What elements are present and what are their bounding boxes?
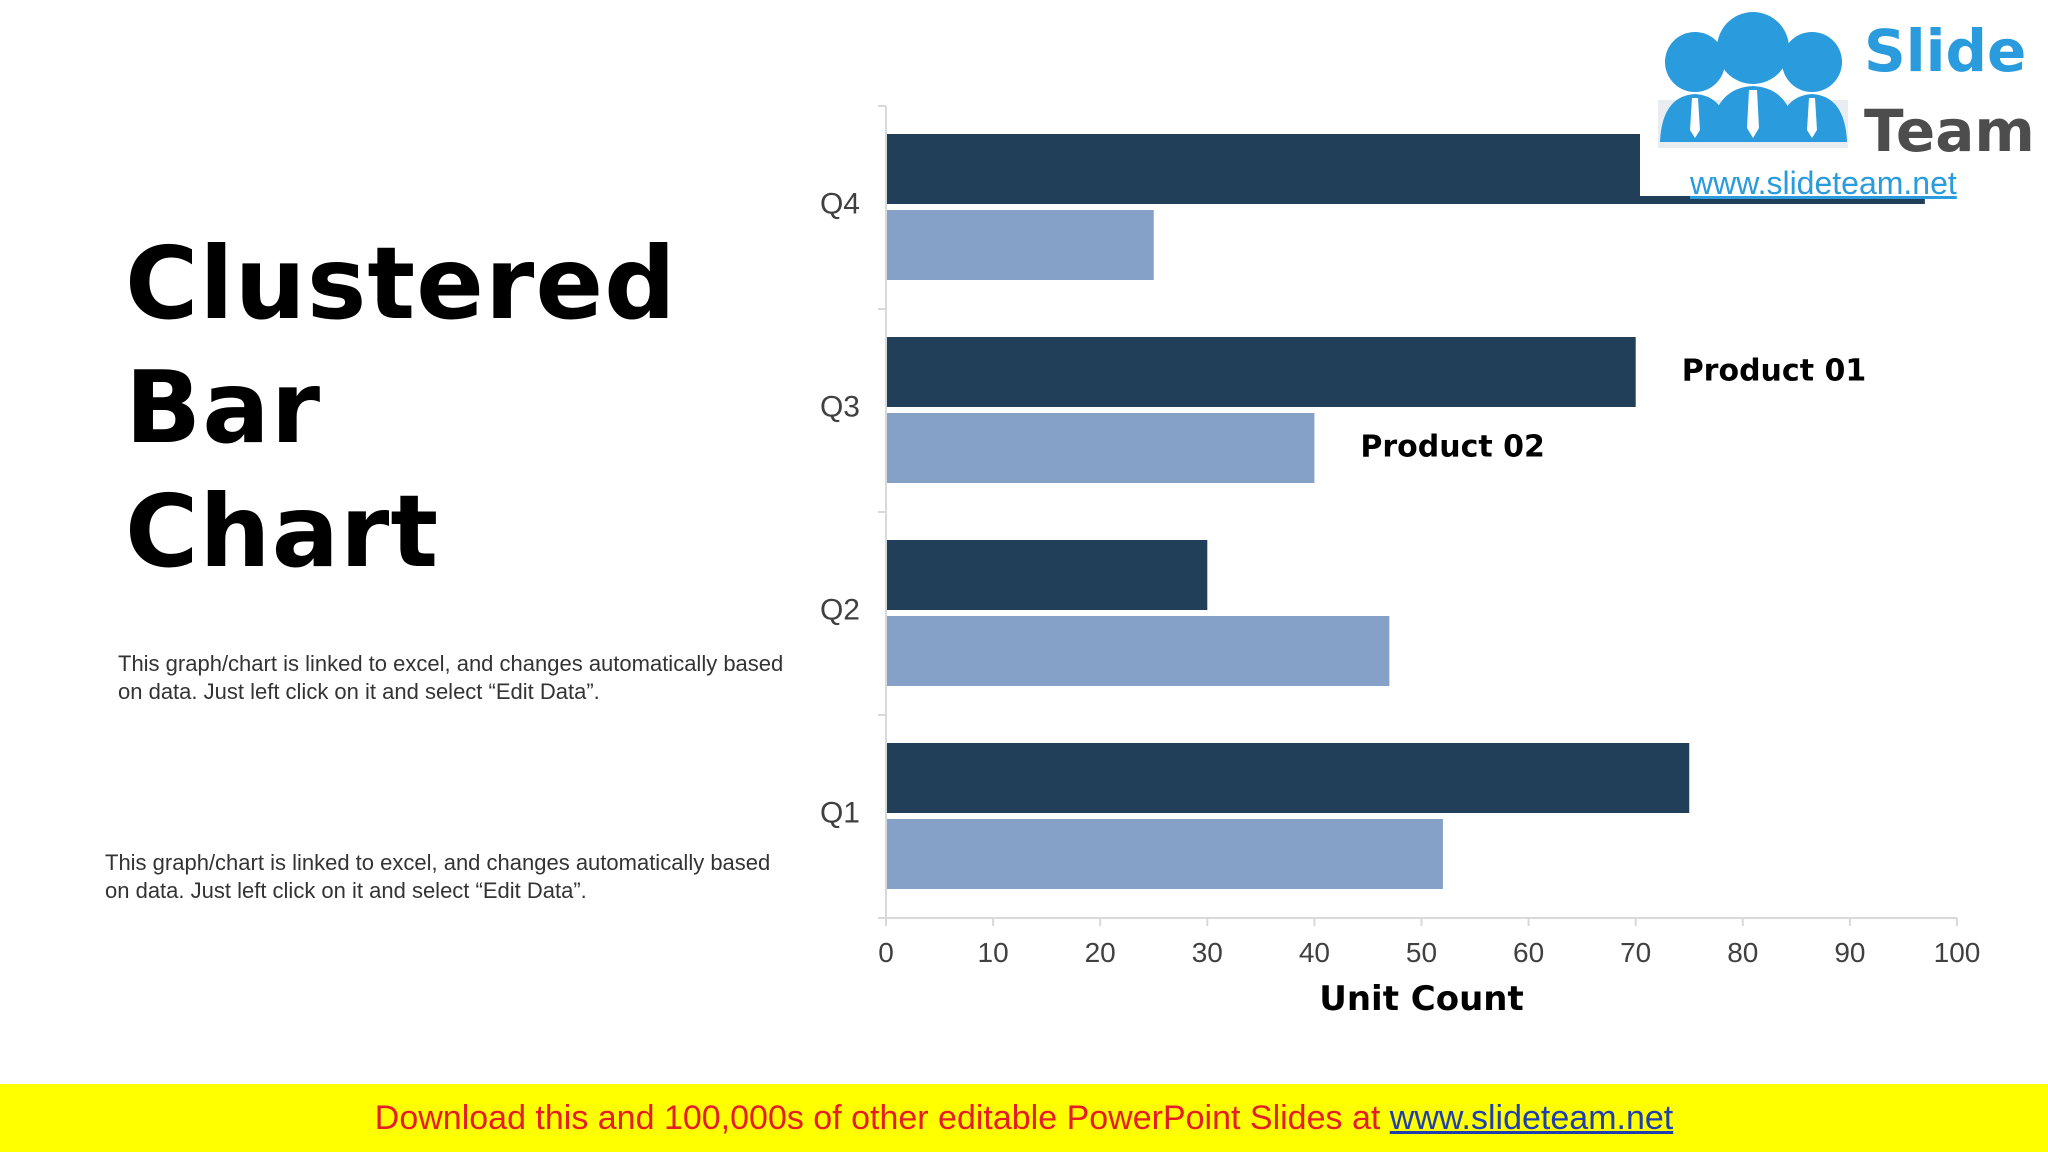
x-tick-label: 60 [1513,937,1544,968]
download-banner-link[interactable]: www.slideteam.net [1389,1098,1674,1137]
logo-slide-text: Slide [1864,17,2027,85]
y-tick-label-q3: Q3 [820,390,860,423]
x-tick-label: 70 [1620,937,1651,968]
y-tick-label-q1: Q1 [820,796,860,829]
download-banner: Download this and 100,000s of other edit… [0,1084,2048,1152]
download-banner-text: Download this and 100,000s of other edit… [374,1098,1390,1137]
x-tick-label: 80 [1727,937,1758,968]
logo-url-link[interactable]: www.slideteam.net [1690,165,1957,201]
bar-product-02-q4 [887,210,1154,280]
people-icon [1658,12,1848,148]
slideteam-logo: Slide Team www.slideteam.net [1640,0,2040,201]
x-tick-label: 50 [1406,937,1437,968]
slide-title-line-2: Bar Chart [125,349,440,590]
bar-product-01-q2 [887,540,1208,610]
x-tick-label: 90 [1834,937,1865,968]
series-label-product-02: Product 02 [1360,430,1545,465]
bar-product-01-q3 [887,337,1636,407]
x-tick-label: 20 [1085,937,1116,968]
y-tick-label-q2: Q2 [820,593,860,626]
x-axis-title: Unit Count [1319,979,1524,1019]
bar-product-02-q3 [887,413,1315,483]
chart-description-1: This graph/chart is linked to excel, and… [118,651,784,704]
y-tick-label-q4: Q4 [820,187,860,220]
x-tick-label: 10 [978,937,1009,968]
slide-title: Clustered Bar Chart [125,222,677,594]
x-tick-label: 100 [1934,937,1981,968]
series-label-product-01: Product 01 [1682,354,1867,389]
logo-team-text: Team [1864,97,2035,165]
bar-product-02-q1 [887,819,1443,889]
x-tick-label: 30 [1192,937,1223,968]
x-tick-label: 40 [1299,937,1330,968]
bar-product-02-q2 [887,616,1390,686]
chart-description-2: This graph/chart is linked to excel, and… [105,850,771,903]
slide-title-line-1: Clustered [125,225,677,342]
x-tick-label: 0 [878,937,894,968]
bar-product-01-q1 [887,743,1690,813]
